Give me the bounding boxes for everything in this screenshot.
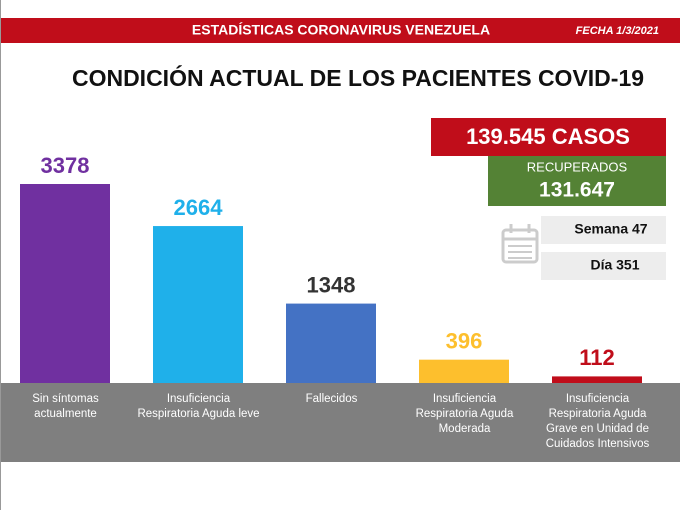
- category-label: Sin síntomas actualmente: [32, 393, 99, 420]
- header-band: [1, 18, 680, 43]
- bar: [153, 226, 243, 383]
- category-label: Insuficiencia Respiratoria Aguda Grave e…: [545, 393, 650, 450]
- chart-title: CONDICIÓN ACTUAL DE LOS PACIENTES COVID-…: [72, 64, 644, 91]
- label-band: [1, 383, 680, 462]
- cases-box: [431, 118, 666, 156]
- day-box: [541, 252, 666, 280]
- recovered: 131.647: [539, 179, 615, 202]
- value-label: 396: [446, 328, 483, 353]
- category-label: Insuficiencia Respiratoria Aguda Moderad…: [415, 393, 514, 435]
- value-label: 3378: [41, 153, 90, 178]
- category-label: Insuficiencia Respiratoria Aguda leve: [137, 393, 260, 420]
- day: Día 351: [590, 257, 639, 273]
- calendar-icon: [501, 224, 539, 264]
- header: ESTADÍSTICAS CORONAVIRUS VENEZUELA: [192, 22, 490, 38]
- bar: [20, 184, 110, 383]
- category-label: Fallecidos: [305, 393, 358, 405]
- cases: 139.545 CASOS: [466, 124, 630, 149]
- recovered-box: [488, 156, 666, 206]
- week-box: [541, 216, 666, 244]
- recovered-label: RECUPERADOS: [527, 159, 628, 174]
- value-label: 1348: [307, 272, 356, 297]
- bar: [552, 376, 642, 383]
- date: FECHA 1/3/2021: [576, 25, 659, 37]
- bar: [419, 359, 509, 383]
- bar: [286, 303, 376, 383]
- value-label: 112: [579, 345, 615, 370]
- week: Semana 47: [574, 221, 647, 237]
- value-label: 2664: [174, 195, 224, 220]
